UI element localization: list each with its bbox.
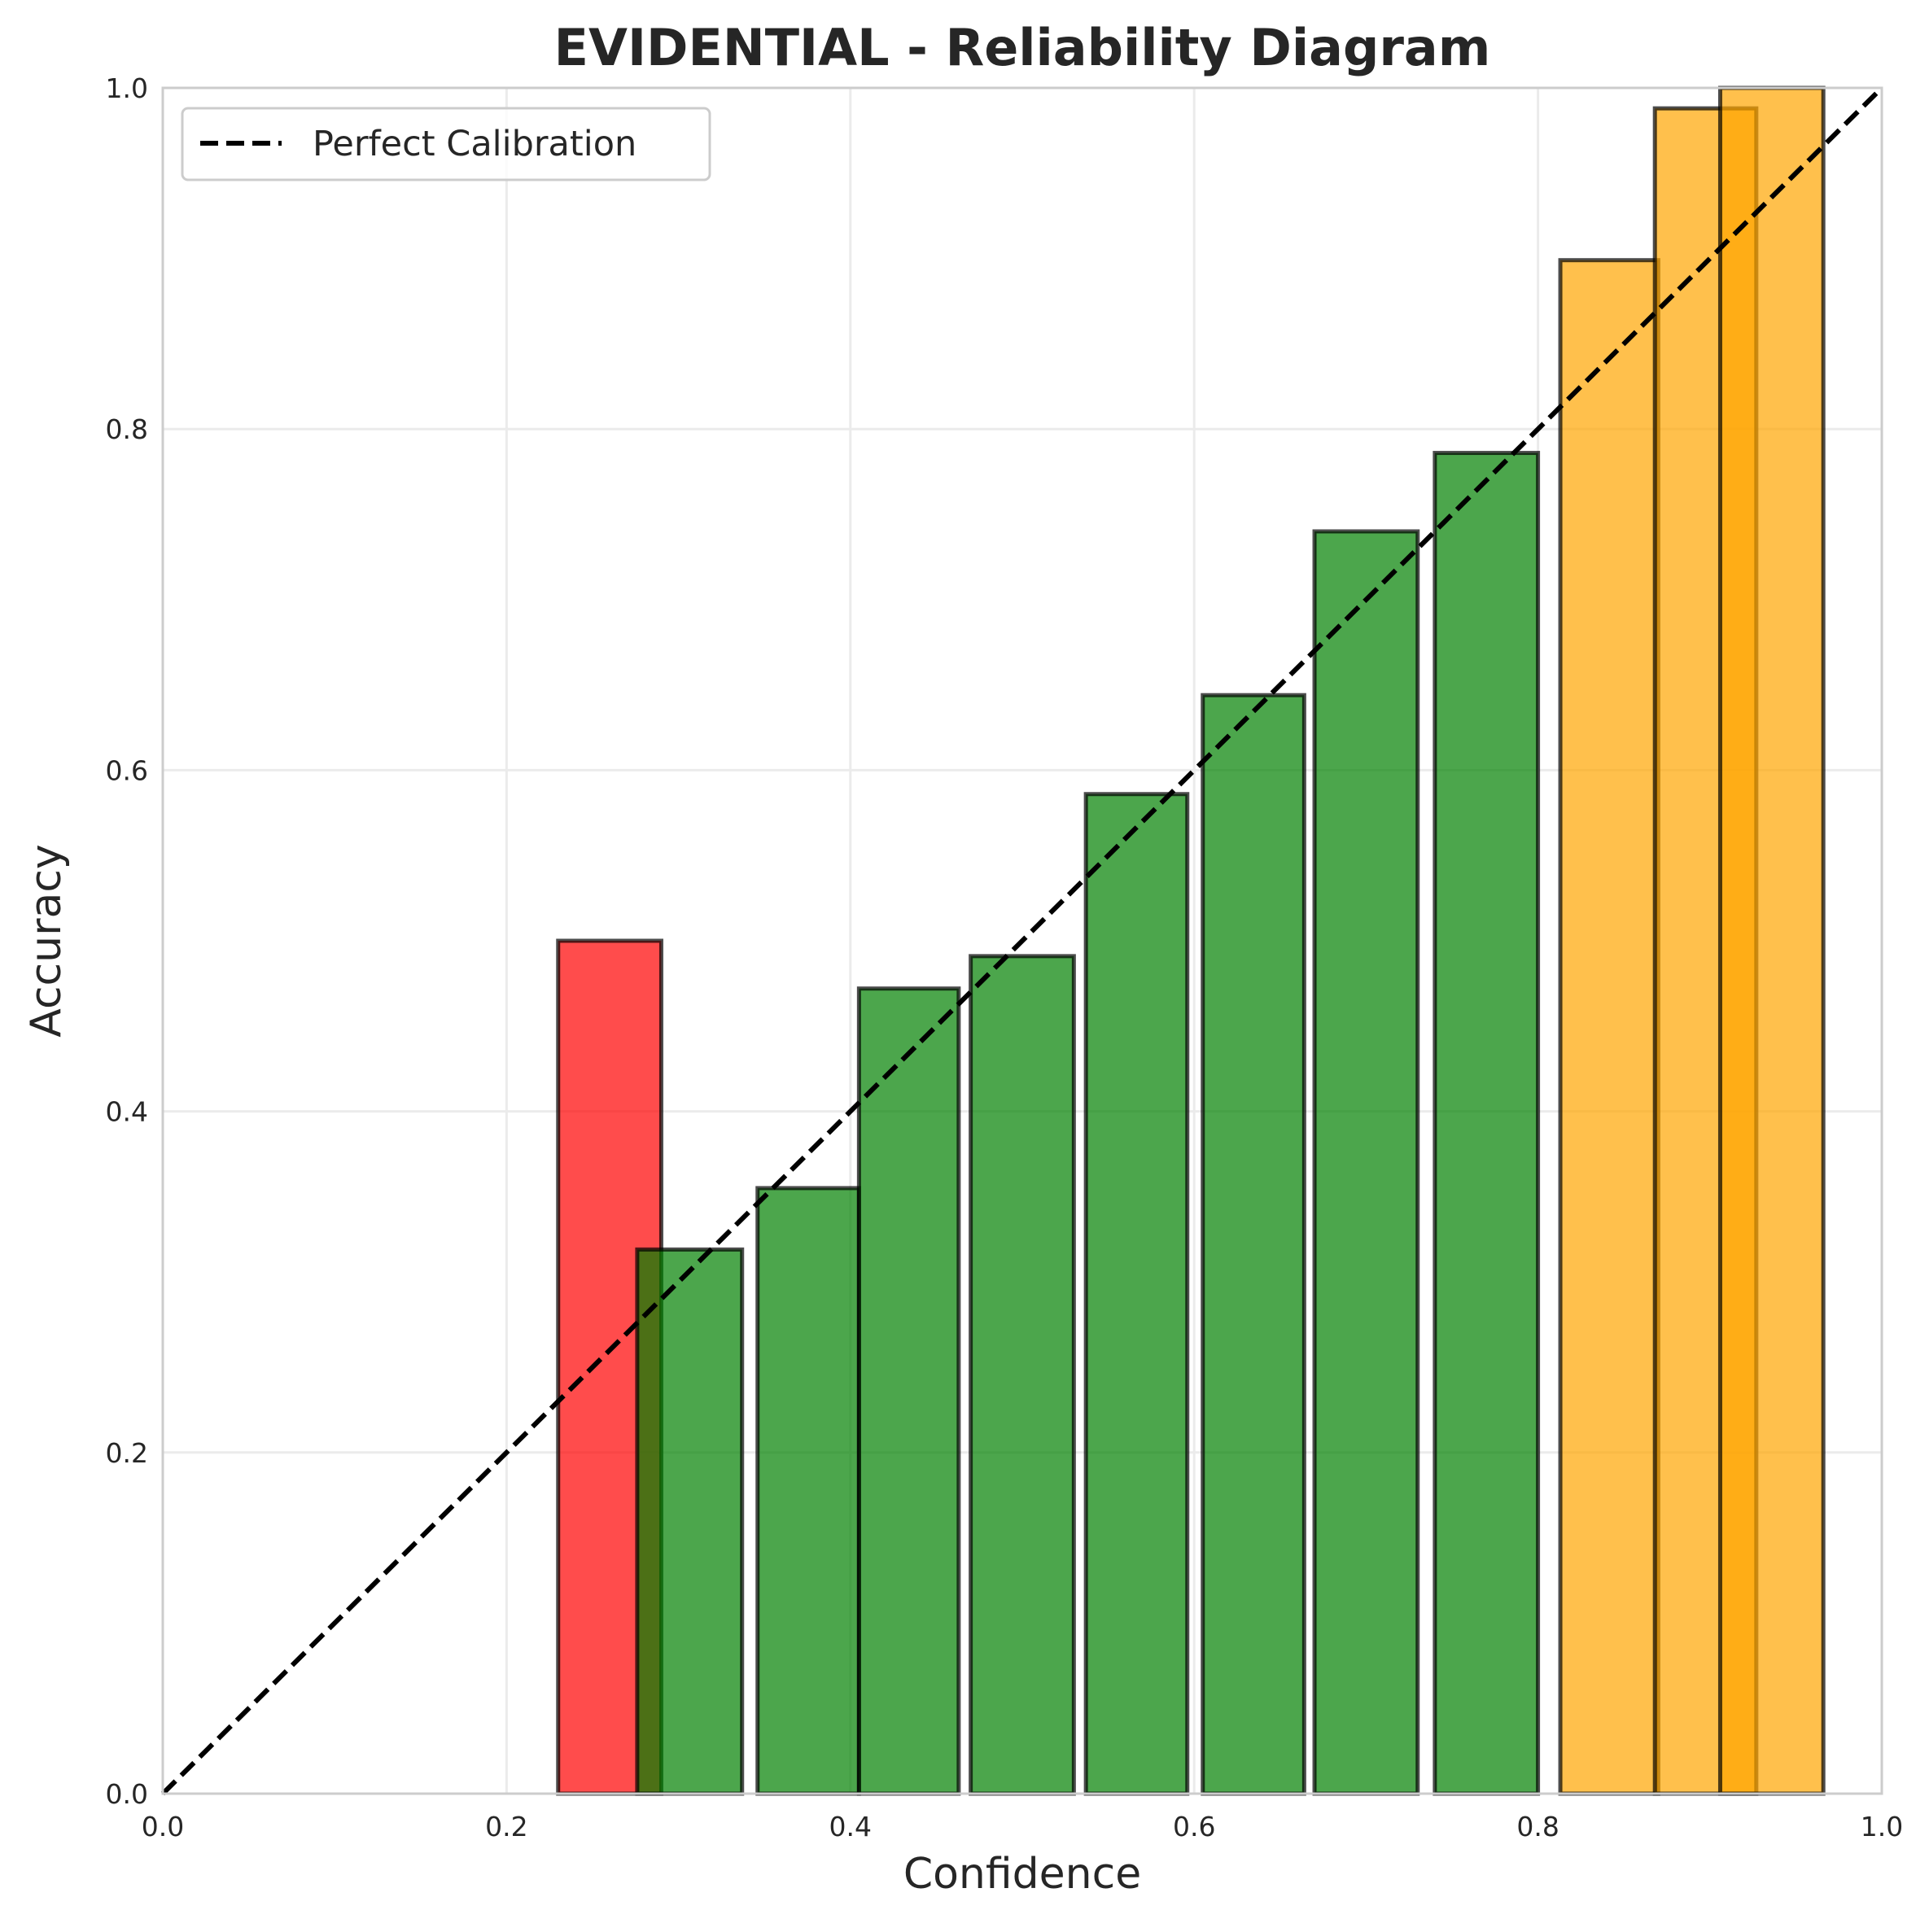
perfect-calibration-line bbox=[160, 85, 1884, 1796]
y-tick-label: 0.8 bbox=[106, 413, 148, 445]
x-axis-ticks: 0.0 0.2 0.4 0.6 0.8 1.0 bbox=[142, 1811, 1903, 1842]
y-tick-label: 0.6 bbox=[106, 754, 148, 786]
bar-green bbox=[1083, 792, 1190, 1796]
legend-label: Perfect Calibration bbox=[313, 124, 636, 164]
bar-green bbox=[1201, 693, 1306, 1796]
bar-green bbox=[969, 954, 1076, 1796]
x-tick-label: 0.2 bbox=[485, 1811, 527, 1842]
bar-green bbox=[635, 1247, 745, 1796]
bar-green bbox=[856, 986, 961, 1796]
x-tick-label: 0.4 bbox=[829, 1811, 872, 1842]
bar-green bbox=[755, 1186, 861, 1796]
bar-orange bbox=[1558, 258, 1660, 1796]
x-tick-label: 0.0 bbox=[142, 1811, 184, 1842]
y-tick-label: 0.0 bbox=[106, 1778, 148, 1810]
bar-green bbox=[1433, 451, 1541, 1796]
chart-title: EVIDENTIAL - Reliability Diagram bbox=[554, 18, 1491, 77]
x-axis-label: Confidence bbox=[903, 1850, 1141, 1899]
bar-green bbox=[1312, 529, 1420, 1796]
plot-frame bbox=[161, 86, 1883, 1795]
legend-box bbox=[181, 107, 711, 181]
x-tick-label: 1.0 bbox=[1861, 1811, 1903, 1842]
y-axis-ticks: 0.0 0.2 0.4 0.6 0.8 1.0 bbox=[106, 72, 148, 1810]
y-tick-label: 0.2 bbox=[106, 1437, 148, 1469]
bar-orange bbox=[1717, 85, 1826, 1796]
bars bbox=[556, 85, 1826, 1796]
y-tick-label: 0.4 bbox=[106, 1096, 148, 1128]
y-axis-label: Accuracy bbox=[22, 844, 71, 1037]
x-tick-label: 0.8 bbox=[1516, 1811, 1559, 1842]
y-tick-label: 1.0 bbox=[106, 72, 148, 104]
x-tick-label: 0.6 bbox=[1173, 1811, 1215, 1842]
legend: Perfect Calibration bbox=[181, 107, 711, 181]
